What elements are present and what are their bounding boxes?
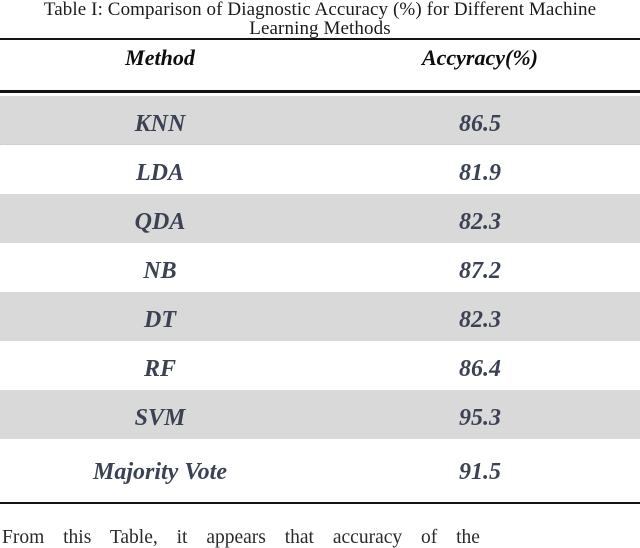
table-caption: Table I: Comparison of Diagnostic Accura… xyxy=(0,0,640,38)
method-cell: LDA xyxy=(136,160,184,186)
table-row: NB 87.2 xyxy=(0,243,640,292)
method-cell: QDA xyxy=(134,209,186,235)
table-row: QDA 82.3 xyxy=(0,193,640,243)
method-cell: RF xyxy=(143,356,176,382)
method-cell: SVM xyxy=(134,405,186,431)
table-caption-line2: Learning Methods xyxy=(249,18,391,39)
table-row: RF 86.4 xyxy=(0,341,640,390)
accuracy-cell: 86.4 xyxy=(459,356,501,382)
accuracy-cell: 95.3 xyxy=(459,405,501,431)
accuracy-cell: 82.3 xyxy=(459,307,501,333)
table-row: DT 82.3 xyxy=(0,291,640,341)
table-caption-line1: Table I: Comparison of Diagnostic Accura… xyxy=(43,0,597,20)
accuracy-cell: 81.9 xyxy=(459,160,501,186)
clipped-body-text: From this Table, it appears that accurac… xyxy=(2,528,480,548)
column-header-accuracy: Accyracy(%) xyxy=(421,45,539,70)
table-body: KNN 86.5 LDA 81.9 QDA 82.3 NB 87.2 DT 82… xyxy=(0,95,640,502)
table-row: SVM 95.3 xyxy=(0,389,640,439)
table-top-rule xyxy=(0,38,640,40)
table-row: KNN 86.5 xyxy=(0,95,640,145)
column-header-method: Method xyxy=(125,45,195,70)
method-cell: NB xyxy=(143,258,177,284)
table-row: LDA 81.9 xyxy=(0,145,640,194)
accuracy-cell: 82.3 xyxy=(459,209,501,235)
table-row: Majority Vote 91.5 xyxy=(0,439,640,502)
method-cell: DT xyxy=(144,307,176,333)
table-header-row: Method Accyracy(%) xyxy=(0,40,640,90)
accuracy-cell: 91.5 xyxy=(459,458,501,485)
accuracy-cell: 86.5 xyxy=(459,110,501,137)
accuracy-cell: 87.2 xyxy=(459,258,501,284)
table-bottom-rule xyxy=(0,501,640,504)
table-header-rule xyxy=(0,90,640,93)
method-cell: KNN xyxy=(134,110,186,137)
method-cell: Majority Vote xyxy=(92,458,227,485)
